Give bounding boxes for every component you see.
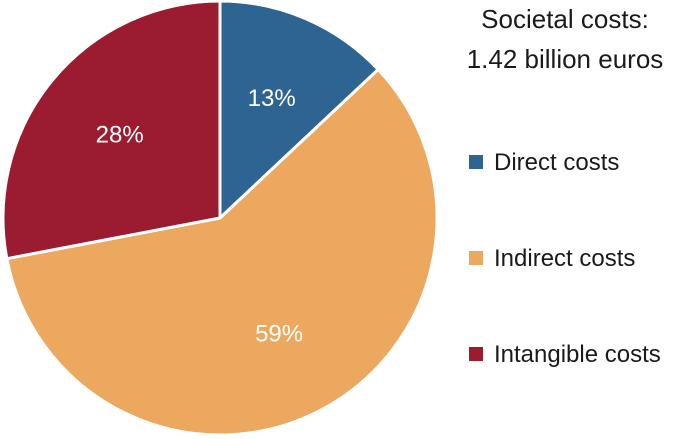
chart-title: Societal costs: 1.42 billion euros <box>467 4 664 74</box>
pie-slice-direct-costs <box>218 0 380 220</box>
chart-title-line-1: Societal costs: <box>481 4 649 34</box>
legend-swatch-intangible-costs <box>469 347 483 361</box>
legend-swatch-direct-costs <box>469 155 483 169</box>
pie-label-indirect-costs: 59% <box>255 321 303 348</box>
legend-label-indirect-costs: Indirect costs <box>494 245 635 272</box>
legend-label-intangible-costs: Intangible costs <box>494 341 661 368</box>
pie-slices <box>1 0 439 437</box>
pie-slice-intangible-costs <box>1 0 222 261</box>
pie-slice-indirect-costs <box>5 67 439 437</box>
legend: Direct costs Indirect costs Intangible c… <box>469 149 661 368</box>
legend-label-direct-costs: Direct costs <box>494 149 619 176</box>
chart-title-line-2: 1.42 billion euros <box>467 44 664 74</box>
legend-swatch-indirect-costs <box>469 251 483 265</box>
pie-label-intangible-costs: 28% <box>96 122 144 149</box>
pie-label-direct-costs: 13% <box>248 85 296 112</box>
pie-slice-labels: 13% 59% 28% <box>96 85 303 348</box>
